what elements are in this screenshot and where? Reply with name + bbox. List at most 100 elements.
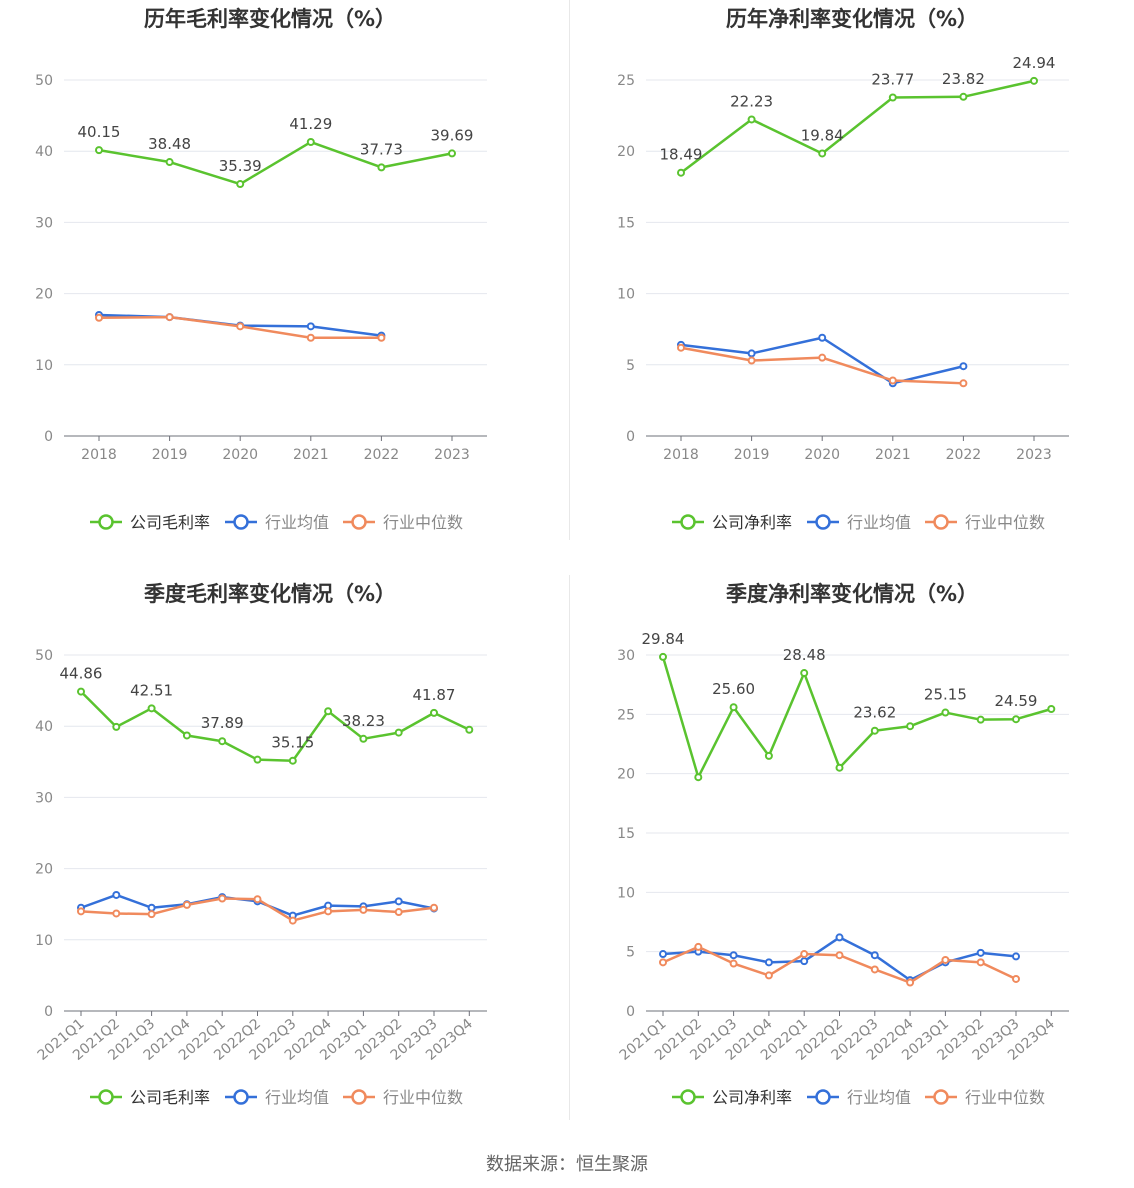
data-point-company[interactable] [112, 722, 121, 731]
data-point-median[interactable] [236, 322, 245, 331]
data-point-company[interactable] [835, 763, 844, 772]
data-point-median[interactable] [959, 379, 968, 388]
data-point-avg[interactable] [870, 951, 879, 960]
data-point-avg[interactable] [659, 950, 667, 959]
data-point-avg[interactable] [976, 948, 985, 957]
legend-item-company[interactable]: 公司毛利率 [90, 513, 210, 532]
data-point-company[interactable] [870, 726, 879, 735]
legend-item-company[interactable]: 公司毛利率 [90, 1088, 210, 1107]
data-point-median[interactable] [835, 951, 844, 960]
data-point-median[interactable] [659, 958, 667, 967]
data-point-avg[interactable] [764, 958, 773, 967]
data-point-median[interactable] [306, 333, 315, 342]
data-point-company[interactable] [430, 708, 438, 717]
y-tick-label: 5 [626, 358, 635, 374]
data-point-company[interactable] [659, 652, 667, 661]
data-point-median[interactable] [818, 353, 827, 362]
data-point-company[interactable] [1047, 704, 1056, 713]
data-point-avg[interactable] [818, 333, 827, 342]
data-point-company[interactable] [677, 168, 685, 177]
data-point-company[interactable] [236, 180, 245, 189]
data-point-median[interactable] [165, 313, 174, 322]
legend-item-avg[interactable]: 行业均值 [225, 513, 329, 532]
legend-label: 行业中位数 [383, 1088, 463, 1107]
data-point-company[interactable] [306, 138, 315, 147]
data-point-company[interactable] [253, 755, 262, 764]
data-point-company[interactable] [694, 773, 703, 782]
data-point-median[interactable] [253, 895, 262, 904]
data-point-median[interactable] [677, 343, 685, 352]
data-point-company[interactable] [959, 92, 968, 101]
legend-item-median[interactable]: 行业中位数 [925, 513, 1045, 532]
data-point-company[interactable] [165, 158, 174, 167]
legend-item-median[interactable]: 行业中位数 [343, 513, 463, 532]
legend-item-avg[interactable]: 行业均值 [225, 1088, 329, 1107]
data-point-avg[interactable] [112, 890, 121, 899]
data-point-avg[interactable] [1012, 952, 1020, 961]
data-point-company[interactable] [147, 704, 156, 713]
data-point-avg[interactable] [800, 957, 809, 966]
legend-item-avg[interactable]: 行业均值 [807, 1088, 911, 1107]
data-point-company[interactable] [95, 146, 103, 155]
data-point-company[interactable] [888, 93, 897, 102]
y-tick-label: 20 [35, 862, 53, 878]
data-point-company[interactable] [448, 149, 456, 158]
data-point-median[interactable] [95, 313, 103, 322]
data-point-company[interactable] [747, 115, 756, 124]
data-point-company[interactable] [1012, 715, 1020, 724]
data-point-median[interactable] [906, 978, 915, 987]
legend-item-company[interactable]: 公司净利率 [672, 513, 792, 532]
chart-quarterly-gross-margin: 季度毛利率变化情况（%） 0 10 20 30 40 50 2021Q1 2021Q2 2021Q… [0, 575, 567, 1135]
legend-item-company[interactable]: 公司净利率 [672, 1088, 792, 1107]
data-point-company[interactable] [324, 707, 333, 716]
data-point-avg[interactable] [747, 349, 756, 358]
legend-marker [98, 1089, 114, 1105]
data-point-median[interactable] [377, 333, 386, 342]
legend-item-median[interactable]: 行业中位数 [925, 1088, 1045, 1107]
data-point-median[interactable] [800, 950, 809, 959]
data-point-median[interactable] [430, 903, 438, 912]
data-point-median[interactable] [359, 905, 368, 914]
data-point-company[interactable] [800, 669, 809, 678]
data-point-median[interactable] [694, 942, 703, 951]
data-point-company[interactable] [906, 722, 915, 731]
data-point-company[interactable] [729, 703, 738, 712]
data-point-company[interactable] [218, 737, 227, 746]
data-point-company[interactable] [377, 163, 386, 172]
data-point-company[interactable] [394, 728, 403, 737]
data-point-median[interactable] [147, 910, 156, 919]
data-point-median[interactable] [747, 356, 756, 365]
data-point-median[interactable] [764, 971, 773, 980]
data-point-avg[interactable] [147, 903, 156, 912]
data-point-avg[interactable] [835, 933, 844, 942]
data-point-company[interactable] [359, 734, 368, 743]
data-point-company[interactable] [976, 715, 985, 724]
data-point-median[interactable] [77, 907, 85, 916]
data-point-median[interactable] [941, 955, 950, 964]
data-point-median[interactable] [1012, 974, 1020, 983]
data-point-avg[interactable] [394, 897, 403, 906]
data-point-median[interactable] [729, 959, 738, 968]
data-point-median[interactable] [288, 916, 297, 925]
data-point-median[interactable] [182, 900, 191, 909]
data-point-company[interactable] [941, 708, 950, 717]
data-point-median[interactable] [218, 894, 227, 903]
data-point-median[interactable] [888, 376, 897, 385]
legend-item-avg[interactable]: 行业均值 [807, 513, 911, 532]
data-point-median[interactable] [324, 907, 333, 916]
data-point-avg[interactable] [729, 951, 738, 960]
data-point-median[interactable] [112, 909, 121, 918]
data-point-company[interactable] [465, 725, 474, 734]
data-point-company[interactable] [1030, 76, 1038, 85]
data-point-median[interactable] [394, 908, 403, 917]
data-point-company[interactable] [182, 731, 191, 740]
data-point-company[interactable] [77, 687, 85, 696]
data-point-median[interactable] [976, 958, 985, 967]
data-point-company[interactable] [764, 751, 773, 760]
data-point-company[interactable] [288, 756, 297, 765]
data-point-avg[interactable] [959, 362, 968, 371]
legend-item-median[interactable]: 行业中位数 [343, 1088, 463, 1107]
data-point-median[interactable] [870, 965, 879, 974]
data-point-avg[interactable] [306, 322, 315, 331]
data-point-company[interactable] [818, 149, 827, 158]
